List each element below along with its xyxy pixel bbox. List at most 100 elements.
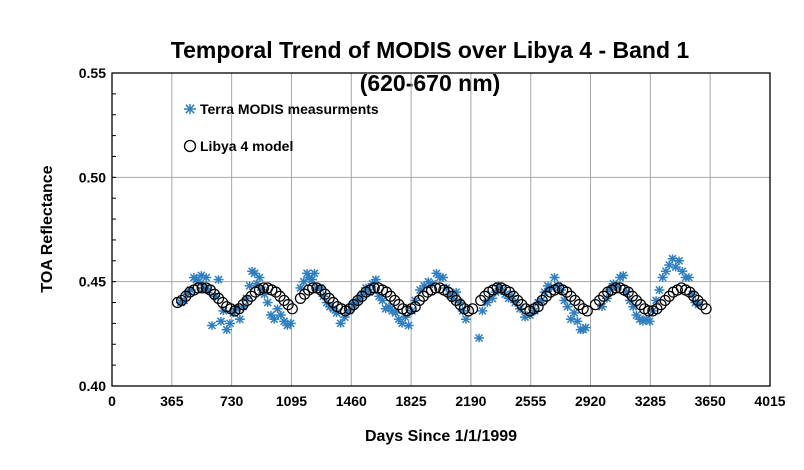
measurement-point [234,314,245,324]
measurement-point [285,319,296,328]
measurement-point [206,321,217,330]
model-point [634,299,647,311]
x-tick-label: 2920 [575,393,606,409]
measurement-point [683,273,694,282]
model-point [237,299,249,311]
measurement-point [201,273,212,282]
model-point [307,282,319,294]
measurement-point [438,273,449,282]
measurement-point [254,273,265,282]
model-point [413,294,425,307]
model-point [278,294,290,307]
measurement-point [370,275,381,284]
model-point [208,288,221,300]
model-point [479,290,491,302]
model-point [180,290,192,302]
model-point [626,290,638,302]
legend-label-model: Libya 4 model [200,138,293,154]
model-point [323,292,335,304]
x-tick-label: 4015 [754,393,785,409]
legend-asterisk-icon [184,103,196,115]
model-point [327,296,339,309]
measurement-point [572,317,583,326]
model-point [282,299,294,311]
model-point [589,299,602,311]
measurement-point [549,273,560,282]
model-point [630,294,643,307]
model-point [380,286,393,298]
model-point [217,296,229,309]
model-point [561,286,573,298]
model-point [503,286,516,298]
measurement-point [654,285,665,295]
model-point [389,294,401,307]
model-point [368,282,380,294]
model-point [192,282,204,294]
measurement-point [244,281,255,291]
legend-label-measurements: Terra MODIS measurments [200,101,379,117]
measurement-point [215,317,226,326]
model-point [257,282,270,294]
model-point [385,290,397,302]
model-point [442,286,454,298]
model-point [233,303,245,315]
model-point [409,301,421,313]
measurement-point [272,304,283,314]
model-point [315,284,327,296]
y-tick-labels: 0.40 0.45 0.50 0.55 [79,65,106,394]
measurement-point [477,306,488,316]
model-point [454,299,466,311]
model-point [688,290,700,302]
measurement-point [224,319,235,328]
measurement-point [335,319,346,328]
measurement-point [580,323,591,332]
measurement-point [644,317,655,326]
model-point [581,305,593,317]
measurement-point [269,314,280,324]
model-point [659,294,671,307]
x-tick-label: 3650 [695,393,726,409]
model-point [573,299,585,311]
model-point [696,299,708,311]
x-tick-label: 2555 [515,393,546,409]
x-tick-label: 365 [160,393,184,409]
x-tick-label: 730 [220,393,244,409]
model-point [212,292,225,304]
x-tick-label: 0 [108,393,116,409]
model-point [466,303,479,315]
model-point [610,282,622,294]
measurement-point [674,256,685,266]
model-point [393,299,405,311]
model-point [565,290,577,302]
measurement-point [460,314,471,324]
y-tick-label: 0.45 [79,274,106,290]
model-point [475,294,487,307]
plot-area [111,72,771,387]
y-tick-label: 0.50 [79,169,106,185]
model-point [540,290,552,302]
model-point [270,286,282,298]
legend-circle-marker [183,139,197,153]
x-tick-label: 1095 [276,393,307,409]
model-point [348,299,360,311]
model-point [536,294,548,307]
model-point [274,290,286,302]
x-tick-label: 1825 [396,393,427,409]
x-tick-label: 1460 [336,393,367,409]
y-tick-label: 0.55 [79,65,106,81]
model-point [512,294,524,307]
y-axis-label: TOA Reflectance [39,165,56,292]
measurement-point [618,271,629,280]
model-point [569,294,581,307]
model-point [491,282,503,294]
model-point [700,303,712,315]
model-point [352,294,364,307]
model-point [319,288,331,300]
y-tick-label: 0.40 [79,378,106,394]
measurement-point [569,308,580,318]
model-point [196,282,208,294]
model-point [241,294,253,307]
x-tick-labels: 0 365 730 1095 1460 1825 2190 2555 2920 3285 3650 4… [108,393,786,409]
